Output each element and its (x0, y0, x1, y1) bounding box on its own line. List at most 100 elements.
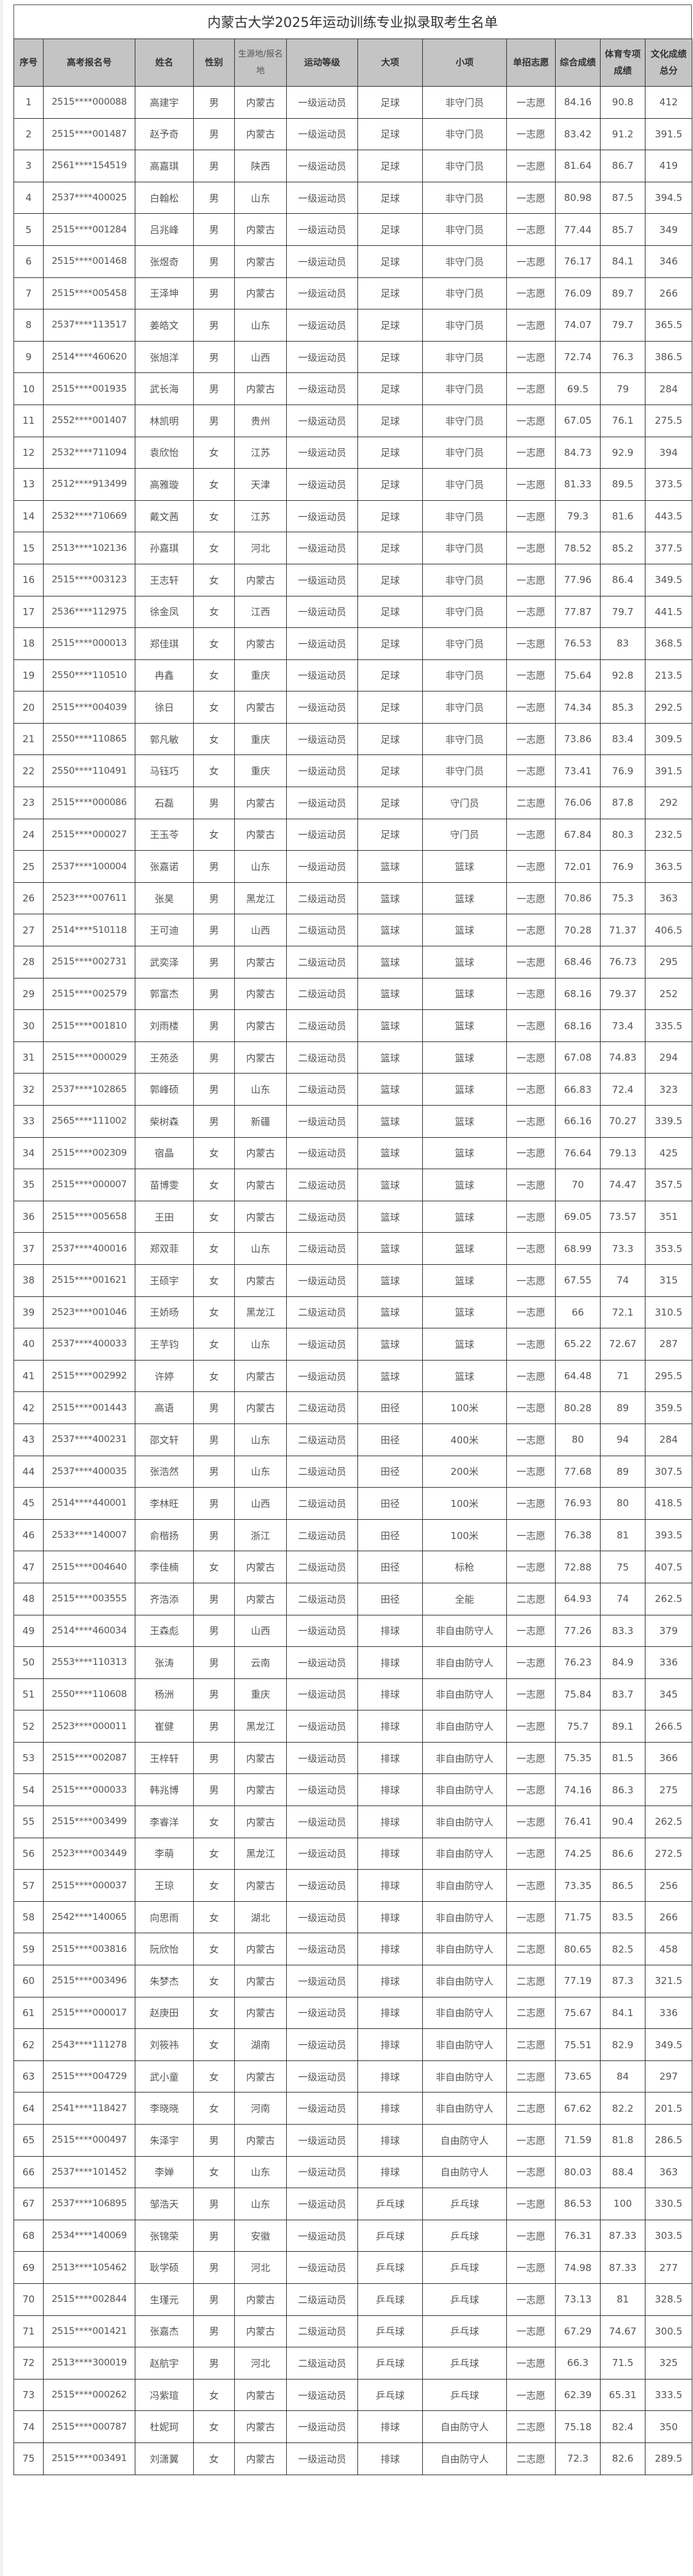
cell-composite-score: 74.16 (555, 1773, 601, 1807)
cell-culture-score: 406.5 (645, 914, 692, 947)
cell-major-event: 排球 (357, 1806, 423, 1838)
cell-name: 王硕宇 (135, 1264, 194, 1297)
table-row: 26 2523****007611 张昊男黑龙江 二级运动员 篮球 篮球 一志愿 70.86 7… (13, 882, 692, 915)
cell-sport-level: 一级运动员 (286, 754, 358, 788)
cell-seq: 64 (13, 2092, 44, 2125)
cell-name: 张涛 (135, 1646, 194, 1679)
cell-major-event: 乒乓球 (357, 2315, 423, 2348)
cell-culture-score: 262.5 (645, 1582, 692, 1615)
cell-name: 王琼 (135, 1869, 194, 1902)
cell-sport-score: 89.1 (600, 1710, 646, 1743)
cell-name: 冉鑫 (135, 659, 194, 692)
cell-seq: 47 (13, 1551, 44, 1583)
cell-composite-score: 75.7 (555, 1710, 601, 1743)
cell-origin: 山东 (234, 850, 287, 883)
cell-sport-score: 80.3 (600, 818, 646, 851)
cell-name: 张昊 (135, 882, 194, 915)
cell-preference: 一志愿 (506, 818, 556, 851)
cell-preference: 二志愿 (506, 2410, 556, 2443)
table-row: 42 2515****001443 高语男内蒙古 二级运动员 田径 100米 一志愿 80.2… (13, 1391, 692, 1424)
table-row: 53 2515****002087 王梓轩男内蒙古 一级运动员 排球 非自由防守人 一志愿 7… (13, 1741, 692, 1775)
cell-sport-score: 82.2 (600, 2092, 646, 2125)
cell-seq: 65 (13, 2124, 44, 2157)
cell-name: 马钰巧 (135, 754, 194, 788)
cell-sport-score: 85.2 (600, 532, 646, 564)
cell-seq: 21 (13, 722, 44, 756)
cell-sport-level: 一级运动员 (286, 2155, 358, 2189)
cell-culture-score: 425 (645, 1136, 692, 1170)
cell-minor-event: 乒乓球 (422, 2219, 507, 2252)
cell-composite-score: 69.05 (555, 1200, 601, 1233)
cell-major-event: 田径 (357, 1391, 423, 1424)
cell-preference: 一志愿 (506, 1169, 556, 1201)
cell-gender: 男 (193, 2315, 235, 2348)
cell-culture-score: 407.5 (645, 1551, 692, 1583)
cell-registration-number: 2541****118427 (43, 2092, 135, 2125)
cell-seq: 35 (13, 1169, 44, 1201)
column-header-sport-level: 运动等级 (286, 39, 358, 87)
cell-name: 邵文轩 (135, 1423, 194, 1456)
cell-name: 张旭洋 (135, 340, 194, 374)
table-row: 22 2550****110491 马钰巧女重庆 一级运动员 足球 非守门员 一志愿 73.4… (13, 754, 692, 788)
cell-minor-event: 非守门员 (422, 595, 507, 629)
cell-preference: 一志愿 (506, 1423, 556, 1456)
cell-name: 杨洲 (135, 1678, 194, 1711)
table-row: 9 2514****460620 张旭洋男山西 一级运动员 足球 非守门员 一志愿 72.74… (13, 340, 692, 374)
table-row: 19 2550****110510 冉鑫女重庆 一级运动员 足球 非守门员 一志愿 75.64… (13, 659, 692, 692)
cell-culture-score: 363 (645, 882, 692, 915)
cell-name: 白翰松 (135, 181, 194, 214)
cell-composite-score: 70.28 (555, 914, 601, 947)
cell-gender: 女 (193, 818, 235, 851)
cell-major-event: 排球 (357, 1901, 423, 1934)
cell-preference: 一志愿 (506, 117, 556, 151)
cell-gender: 男 (193, 882, 235, 915)
cell-name: 王可迪 (135, 914, 194, 947)
table-row: 44 2537****400035 张浩然男山东 二级运动员 田径 200米 一志愿 77.6… (13, 1455, 692, 1488)
cell-sport-level: 一级运动员 (286, 1837, 358, 1870)
cell-preference: 二志愿 (506, 2442, 556, 2475)
cell-culture-score: 386.5 (645, 340, 692, 374)
cell-sport-score: 75.3 (600, 882, 646, 915)
cell-registration-number: 2532****710669 (43, 500, 135, 533)
cell-gender: 男 (193, 787, 235, 819)
cell-name: 戴文茜 (135, 500, 194, 533)
cell-composite-score: 66.3 (555, 2347, 601, 2380)
cell-major-event: 篮球 (357, 882, 423, 915)
cell-origin: 内蒙古 (234, 117, 287, 151)
cell-sport-score: 80 (600, 1487, 646, 1520)
table-row: 8 2537****113517 姜皓文男山东 一级运动员 足球 非守门员 一志愿 74.07… (13, 309, 692, 342)
cell-major-event: 篮球 (357, 850, 423, 883)
cell-seq: 61 (13, 1996, 44, 2030)
cell-sport-score: 71 (600, 1359, 646, 1393)
cell-sport-score: 81.5 (600, 1741, 646, 1775)
cell-culture-score: 232.5 (645, 818, 692, 851)
cell-composite-score: 77.96 (555, 563, 601, 596)
cell-sport-level: 一级运动员 (286, 1869, 358, 1902)
cell-name: 李婵 (135, 2155, 194, 2189)
cell-major-event: 排球 (357, 1996, 423, 2030)
cell-major-event: 足球 (357, 86, 423, 119)
cell-sport-level: 一级运动员 (286, 1264, 358, 1297)
cell-origin: 山东 (234, 181, 287, 214)
cell-culture-score: 346 (645, 245, 692, 278)
cell-major-event: 田径 (357, 1487, 423, 1520)
cell-minor-event: 非守门员 (422, 150, 507, 182)
cell-major-event: 乒乓球 (357, 2219, 423, 2252)
cell-name: 徐金凤 (135, 595, 194, 629)
cell-minor-event: 非守门员 (422, 277, 507, 310)
cell-seq: 3 (13, 150, 44, 182)
cell-preference: 一志愿 (506, 595, 556, 629)
cell-culture-score: 351 (645, 1200, 692, 1233)
cell-registration-number: 2523****001046 (43, 1296, 135, 1329)
cell-preference: 一志愿 (506, 86, 556, 119)
cell-minor-event: 200米 (422, 1455, 507, 1488)
cell-culture-score: 363.5 (645, 850, 692, 883)
cell-preference: 一志愿 (506, 1741, 556, 1775)
cell-name: 王泽坤 (135, 277, 194, 310)
cell-composite-score: 72.01 (555, 850, 601, 883)
cell-name: 李佳楠 (135, 1551, 194, 1583)
cell-origin: 内蒙古 (234, 1806, 287, 1838)
table-row: 14 2532****710669 戴文茜女江苏 一级运动员 足球 非守门员 一志愿 79.3… (13, 500, 692, 533)
cell-preference: 一志愿 (506, 1073, 556, 1106)
cell-name: 郭峰硕 (135, 1073, 194, 1106)
